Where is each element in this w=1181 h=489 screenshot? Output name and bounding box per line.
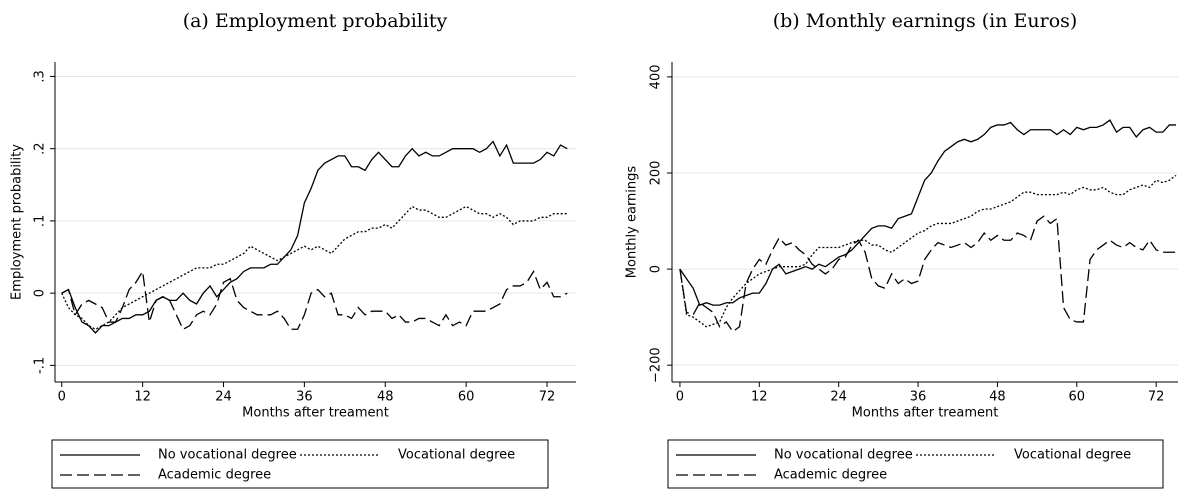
legend-label: Academic degree <box>774 468 887 483</box>
legend-label: No vocational degree <box>158 448 297 463</box>
chart-title: (b) Monthly earnings (in Euros) <box>773 10 1078 32</box>
y-tick-label: -.1 <box>33 357 48 374</box>
legend-box <box>51 439 549 489</box>
legend-label: No vocational degree <box>774 448 913 463</box>
chart-title: (a) Employment probability <box>183 10 448 32</box>
x-axis-title: Months after treament <box>852 406 999 421</box>
x-tick-label: 36 <box>296 390 313 405</box>
x-tick-label: 48 <box>377 390 394 405</box>
legend-label: Vocational degree <box>398 448 515 463</box>
series-line <box>61 140 568 334</box>
y-tick-label: 0 <box>33 289 48 297</box>
x-tick-label: 12 <box>751 390 768 405</box>
x-tick-label: 72 <box>539 390 556 405</box>
x-tick-label: 36 <box>910 390 927 405</box>
x-tick-label: 60 <box>458 390 475 405</box>
series-line <box>679 174 1177 328</box>
y-tick-label: −200 <box>649 347 664 383</box>
x-tick-label: 0 <box>58 390 66 405</box>
y-tick-label: 400 <box>649 64 664 89</box>
x-axis-title: Months after treament <box>242 406 389 421</box>
legend-box <box>667 439 1164 489</box>
x-tick-label: 0 <box>676 390 684 405</box>
series-line <box>679 119 1177 306</box>
y-tick-label: 0 <box>649 265 664 273</box>
y-axis-title: Monthly earnings <box>625 166 640 279</box>
y-axis-title: Employment probability <box>10 144 25 300</box>
x-tick-label: 60 <box>1069 390 1086 405</box>
series-line <box>679 215 1177 333</box>
y-tick-label: .1 <box>33 215 48 227</box>
series-line <box>61 205 568 331</box>
x-tick-label: 12 <box>134 390 151 405</box>
x-tick-label: 72 <box>1148 390 1165 405</box>
x-tick-label: 24 <box>215 390 232 405</box>
legend-label: Vocational degree <box>1014 448 1131 463</box>
legend-label: Academic degree <box>158 468 271 483</box>
y-tick-label: .3 <box>33 70 48 82</box>
x-tick-label: 24 <box>830 390 847 405</box>
y-tick-label: .2 <box>33 142 48 154</box>
series-line <box>61 269 568 331</box>
y-tick-label: 200 <box>649 161 664 186</box>
x-tick-label: 48 <box>989 390 1006 405</box>
